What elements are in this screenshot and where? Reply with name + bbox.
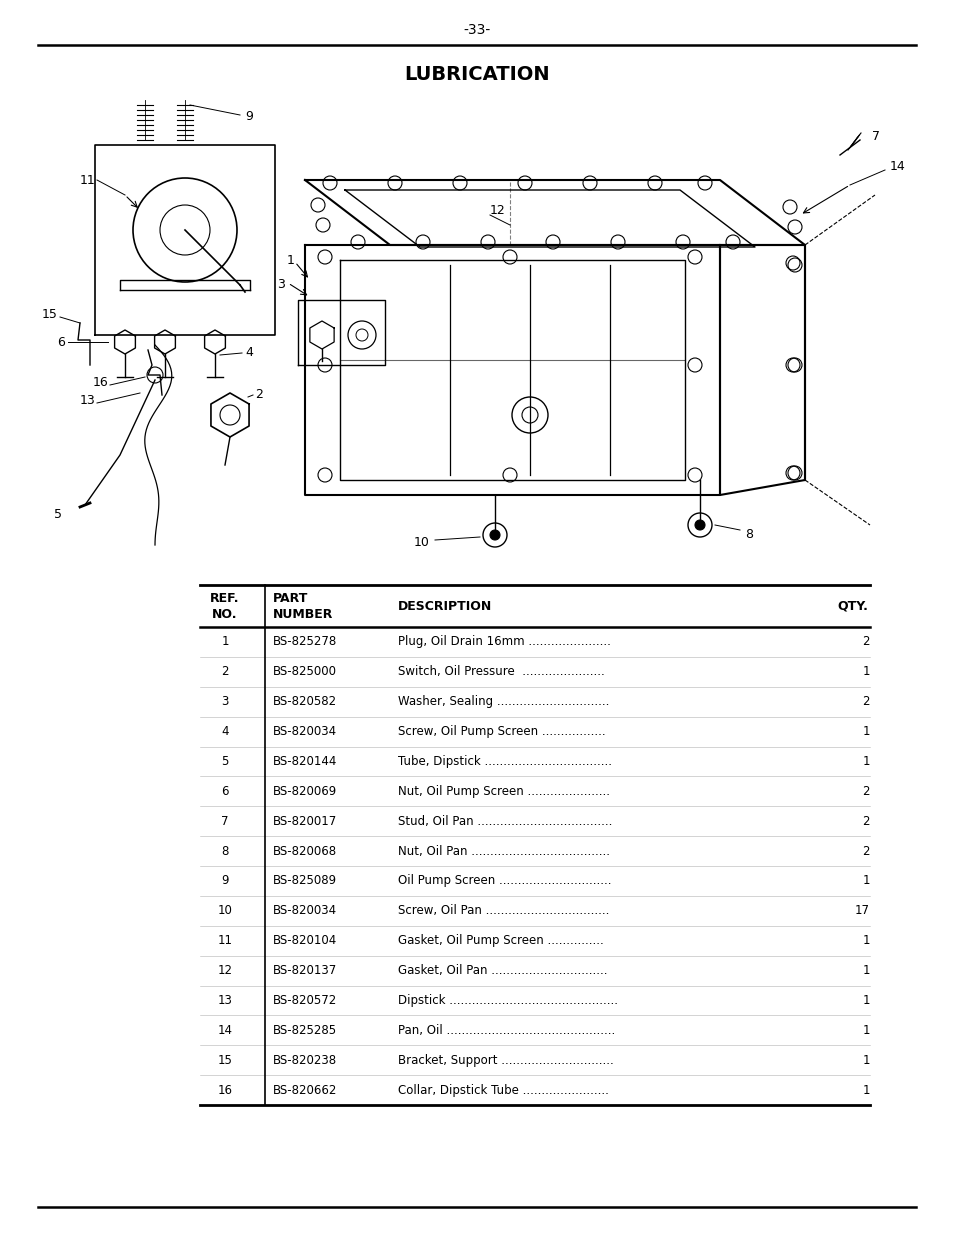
Text: 16: 16 [92,377,108,389]
Text: 1: 1 [862,874,869,888]
Text: 1: 1 [862,934,869,947]
Text: Gasket, Oil Pan ...............................: Gasket, Oil Pan ........................… [397,965,607,977]
Text: BS-825285: BS-825285 [273,1024,336,1037]
Text: 8: 8 [221,845,229,857]
Text: BS-825089: BS-825089 [273,874,336,888]
Text: 1: 1 [862,1053,869,1067]
Text: QTY.: QTY. [837,599,867,613]
Text: 11: 11 [217,934,233,947]
Text: Oil Pump Screen ..............................: Oil Pump Screen ........................… [397,874,611,888]
Text: Collar, Dipstick Tube .......................: Collar, Dipstick Tube ..................… [397,1083,608,1097]
Text: 1: 1 [221,636,229,648]
Text: BS-820069: BS-820069 [273,784,337,798]
Text: 1: 1 [862,755,869,768]
Text: 2: 2 [862,815,869,827]
Text: Gasket, Oil Pump Screen ...............: Gasket, Oil Pump Screen ............... [397,934,603,947]
Text: 2: 2 [862,845,869,857]
Text: Bracket, Support ..............................: Bracket, Support .......................… [397,1053,613,1067]
Text: 2: 2 [254,389,263,401]
Text: 9: 9 [221,874,229,888]
Text: 12: 12 [217,965,233,977]
Text: 5: 5 [54,509,62,521]
Text: 8: 8 [744,529,752,541]
Text: BS-820662: BS-820662 [273,1083,337,1097]
Text: BS-820017: BS-820017 [273,815,337,827]
Text: 2: 2 [862,695,869,708]
Text: 1: 1 [862,666,869,678]
Text: PART: PART [273,592,308,604]
Text: 16: 16 [217,1083,233,1097]
Text: 3: 3 [221,695,229,708]
Text: BS-820137: BS-820137 [273,965,337,977]
Text: 3: 3 [276,279,285,291]
Text: 1: 1 [862,725,869,739]
Circle shape [490,530,499,540]
Text: Stud, Oil Pan ....................................: Stud, Oil Pan ..........................… [397,815,612,827]
Text: 5: 5 [221,755,229,768]
Text: 2: 2 [862,784,869,798]
Text: 11: 11 [79,173,95,186]
Text: 1: 1 [862,1024,869,1037]
Text: Tube, Dipstick ..................................: Tube, Dipstick .........................… [397,755,612,768]
Text: Switch, Oil Pressure  ......................: Switch, Oil Pressure ...................… [397,666,604,678]
Text: 4: 4 [245,347,253,359]
Text: BS-825278: BS-825278 [273,636,337,648]
Text: DESCRIPTION: DESCRIPTION [397,599,492,613]
Text: Plug, Oil Drain 16mm ......................: Plug, Oil Drain 16mm ...................… [397,636,610,648]
Text: NUMBER: NUMBER [273,608,333,620]
Circle shape [695,520,704,530]
Text: 4: 4 [221,725,229,739]
Text: Nut, Oil Pan .....................................: Nut, Oil Pan ...........................… [397,845,609,857]
Text: 14: 14 [217,1024,233,1037]
Text: 6: 6 [57,336,65,348]
Text: LUBRICATION: LUBRICATION [404,65,549,84]
Text: Screw, Oil Pump Screen .................: Screw, Oil Pump Screen ................. [397,725,605,739]
Text: 15: 15 [42,309,58,321]
Text: BS-820034: BS-820034 [273,904,336,918]
Text: BS-820104: BS-820104 [273,934,337,947]
Text: Screw, Oil Pan .................................: Screw, Oil Pan .........................… [397,904,609,918]
Text: 2: 2 [221,666,229,678]
Text: BS-820572: BS-820572 [273,994,337,1007]
Text: 14: 14 [889,161,904,173]
Text: 9: 9 [245,110,253,124]
Text: 1: 1 [862,965,869,977]
Text: Pan, Oil .............................................: Pan, Oil ...............................… [397,1024,615,1037]
Text: 10: 10 [414,536,430,548]
Text: BS-825000: BS-825000 [273,666,336,678]
Text: Washer, Sealing ..............................: Washer, Sealing ........................… [397,695,609,708]
Text: 10: 10 [217,904,233,918]
Text: 1: 1 [862,1083,869,1097]
Text: REF.: REF. [210,592,239,604]
Text: 13: 13 [217,994,233,1007]
Text: 2: 2 [862,636,869,648]
Text: Nut, Oil Pump Screen ......................: Nut, Oil Pump Screen ...................… [397,784,609,798]
Text: BS-820068: BS-820068 [273,845,336,857]
Text: 7: 7 [221,815,229,827]
Text: 6: 6 [221,784,229,798]
Text: BS-820034: BS-820034 [273,725,336,739]
Text: NO.: NO. [212,608,237,620]
Text: 17: 17 [854,904,869,918]
Text: BS-820238: BS-820238 [273,1053,336,1067]
Text: BS-820582: BS-820582 [273,695,336,708]
Text: 12: 12 [490,204,505,216]
Text: BS-820144: BS-820144 [273,755,337,768]
Text: 1: 1 [862,994,869,1007]
Text: 7: 7 [871,131,879,143]
Text: Dipstick .............................................: Dipstick ...............................… [397,994,618,1007]
Text: 15: 15 [217,1053,233,1067]
Text: 1: 1 [287,253,294,267]
Text: -33-: -33- [463,23,490,37]
Text: 13: 13 [79,394,95,406]
